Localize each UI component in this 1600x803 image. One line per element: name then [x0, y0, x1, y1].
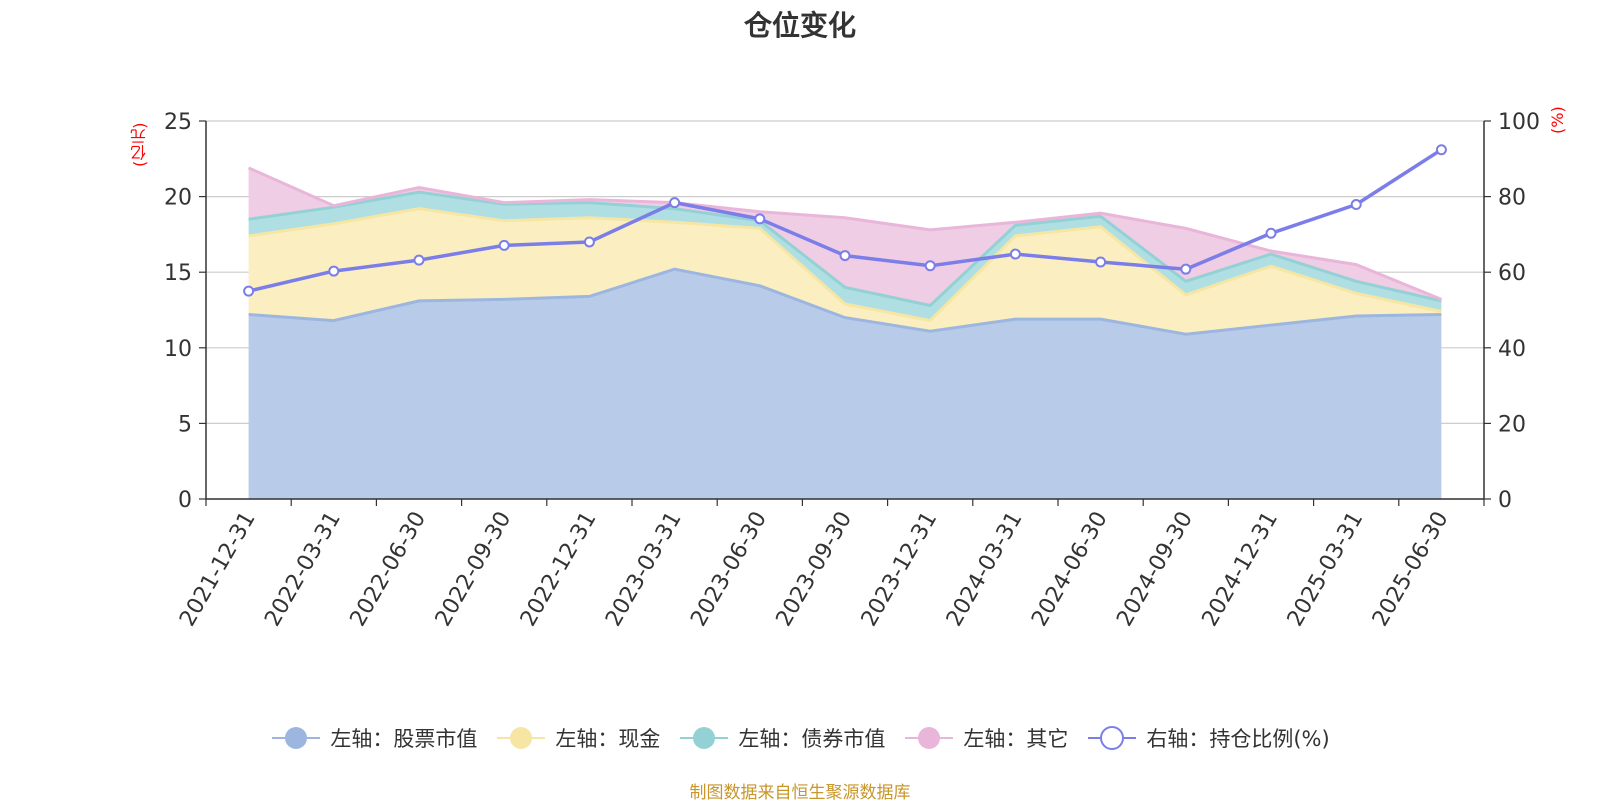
legend-swatch	[1088, 726, 1137, 750]
line-point	[1265, 227, 1277, 239]
line-point	[413, 254, 425, 266]
x-tick-label: 2022-06-30	[346, 508, 432, 631]
x-tick-label: 2025-03-31	[1283, 508, 1369, 631]
area-edge-左轴：债券市值	[248, 190, 1442, 308]
legend-item[interactable]: 左轴：股票市值	[270, 723, 477, 753]
y-left-tick-label: 25	[164, 110, 192, 135]
x-tick-label: 2023-06-30	[686, 508, 772, 631]
legend-item[interactable]: 左轴：现金	[495, 723, 660, 753]
area-edge-左轴：股票市值	[248, 267, 1442, 336]
area-edge-左轴：现金	[248, 207, 1442, 323]
y-right-tick-label: 0	[1498, 488, 1512, 513]
y-left-tick-label: 10	[164, 337, 192, 362]
legend-label: 左轴：现金	[555, 727, 661, 751]
x-tick-label: 2023-09-30	[772, 508, 858, 631]
y-right-tick-label: 80	[1498, 186, 1526, 211]
x-tick-label: 2021-12-31	[175, 508, 261, 631]
y-right-tick-label: 40	[1498, 337, 1526, 362]
line-point	[1180, 263, 1192, 275]
y-right-tick-label: 100	[1498, 110, 1540, 135]
line-point	[839, 250, 851, 262]
legend-swatch	[272, 727, 321, 749]
x-tick-label: 2025-06-30	[1368, 508, 1454, 631]
legend-item[interactable]: 左轴：债券市值	[678, 723, 885, 753]
line-point	[669, 197, 681, 209]
legend-label: 左轴：债券市值	[738, 727, 886, 751]
x-tick-label: 2023-03-31	[601, 508, 687, 631]
chart-title: 仓位变化	[743, 9, 856, 42]
legend-label: 右轴：持仓比例(%)	[1146, 727, 1330, 751]
y-left-tick-label: 5	[178, 412, 192, 437]
legend-item[interactable]: 右轴：持仓比例(%)	[1086, 723, 1330, 753]
x-tick-label: 2024-09-30	[1112, 508, 1198, 631]
y-left-tick-label: 15	[164, 261, 192, 286]
line-point	[1095, 256, 1107, 268]
legend-label: 左轴：其它	[963, 727, 1069, 751]
x-tick-label: 2022-03-31	[260, 508, 346, 631]
x-tick-label: 2024-12-31	[1198, 508, 1284, 631]
line-point	[1350, 199, 1362, 211]
x-tick-label: 2023-12-31	[857, 507, 943, 630]
x-tick-label: 2022-09-30	[431, 508, 517, 631]
legend-swatch	[680, 727, 729, 749]
line-point	[328, 265, 340, 277]
y-left-tick-label: 20	[164, 186, 192, 211]
line-point	[754, 213, 766, 225]
x-tick-label: 2024-06-30	[1027, 508, 1113, 631]
source-note: 制图数据来自恒生聚源数据库	[689, 783, 911, 803]
line-point	[243, 285, 255, 297]
legend-swatch	[905, 727, 954, 749]
legend-item[interactable]: 左轴：其它	[903, 723, 1068, 753]
line-point	[583, 236, 595, 248]
area-左轴：现金	[248, 208, 1442, 335]
x-tick-label: 2024-03-31	[942, 508, 1028, 631]
legend-swatch	[497, 727, 546, 749]
line-point	[498, 239, 510, 251]
y-right-tick-label: 20	[1498, 412, 1526, 437]
area-左轴：债券市值	[248, 192, 1442, 321]
x-tick-label: 2022-12-31	[516, 508, 602, 631]
legend-label: 左轴：股票市值	[330, 727, 478, 751]
y-right-tick-label: 60	[1498, 261, 1526, 286]
line-point	[924, 260, 936, 272]
chart-legend: 左轴：股票市值 左轴：现金 左轴：债券市值 左轴：其它 右轴：持仓比例(%)	[0, 718, 1600, 758]
line-point	[1435, 144, 1447, 156]
line-point	[1009, 248, 1021, 260]
y-left-tick-label: 0	[178, 488, 192, 513]
